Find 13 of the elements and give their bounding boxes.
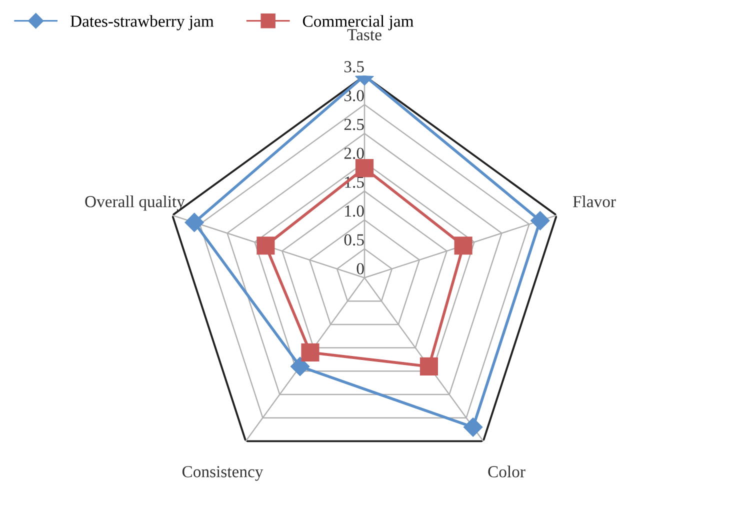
spoke-label: Overall quality	[85, 196, 185, 211]
spoke-label: Consistency	[182, 466, 264, 481]
y-tick-label: 3.5	[344, 61, 364, 72]
y-tick-label: 0.5	[344, 234, 364, 246]
spoke-label: Color	[488, 466, 526, 478]
y-tick-label: 0	[356, 263, 364, 274]
legend-label: Dates-strawberry jam	[70, 15, 214, 30]
spoke-label: Flavor	[572, 196, 616, 208]
y-tick-label: 2.0	[344, 148, 364, 160]
legend-label: Commercial jam	[302, 15, 414, 30]
spoke-label: Taste	[347, 29, 382, 40]
y-tick-label: 1.0	[345, 205, 364, 217]
y-tick-label: 2.5	[344, 118, 364, 130]
